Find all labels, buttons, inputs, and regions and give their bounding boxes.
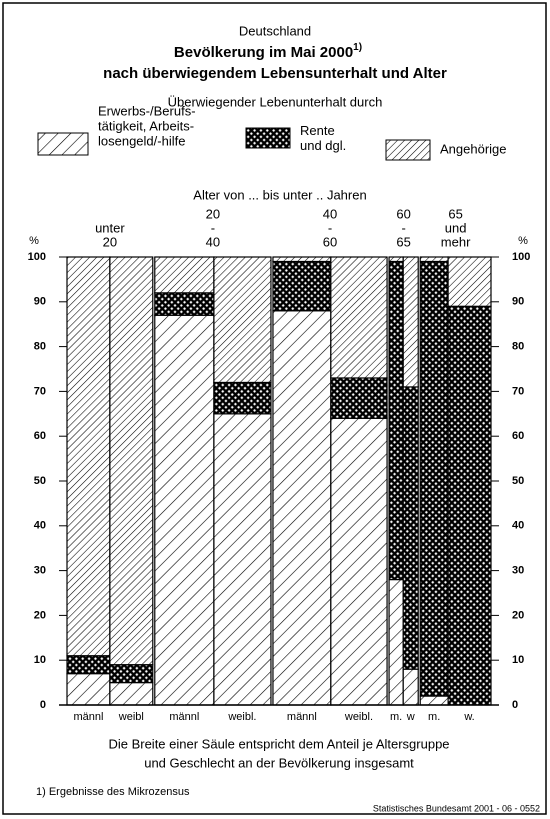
y-tick-label: 80 [34, 341, 46, 353]
y-tick-label: 20 [512, 609, 524, 621]
y-tick-label: 100 [512, 251, 530, 263]
bar-segment [154, 314, 215, 706]
legend-swatch [385, 139, 431, 161]
legend-label: und dgl. [300, 138, 346, 153]
group-label: und [445, 220, 467, 235]
group-label: 65 [448, 206, 462, 221]
y-axis-label: % [29, 235, 39, 247]
y-tick-label: 60 [512, 430, 524, 442]
bar-segment [66, 673, 111, 706]
group-label: - [328, 220, 332, 235]
note: Die Breite einer Säule entspricht dem An… [108, 736, 449, 751]
bar-segment [447, 305, 492, 706]
source: Statistisches Bundesamt 2001 - 06 - 0552 [373, 803, 540, 813]
bar-segment [330, 256, 388, 379]
bar-segment [213, 256, 272, 384]
y-tick-label: 20 [34, 609, 46, 621]
legend-label: Rente [300, 123, 335, 138]
bar-segment [66, 256, 111, 657]
title-note: 1) [353, 42, 362, 53]
bar-segment [154, 292, 215, 316]
group-label: 20 [103, 234, 117, 249]
bar-segment [272, 260, 332, 312]
group-label: - [401, 220, 405, 235]
y-tick-label: 50 [512, 475, 524, 487]
group-label: 20 [206, 206, 220, 221]
bar-segment [109, 256, 154, 666]
x-tick-label: männl [73, 711, 103, 723]
y-tick-label: 30 [512, 565, 524, 577]
y-tick-label: 70 [512, 385, 524, 397]
title-line: nach überwiegendem Lebensunterhalt und A… [103, 65, 447, 82]
x-tick-label: m. [428, 711, 440, 723]
group-label: - [211, 220, 215, 235]
bar-segment [330, 417, 388, 706]
y-tick-label: 10 [34, 654, 46, 666]
bar-segment [213, 381, 272, 415]
y-tick-label: 10 [512, 654, 524, 666]
y-tick-label: 40 [512, 520, 524, 532]
bar-segment [402, 256, 419, 388]
note: und Geschlecht an der Bevölkerung insges… [144, 755, 414, 770]
group-label: 65 [396, 234, 410, 249]
group-label: unter [95, 220, 125, 235]
x-tick-label: männl [287, 711, 317, 723]
legend-label: losengeld/-hilfe [98, 133, 185, 148]
bar-segment [388, 578, 404, 706]
footnote: 1) Ergebnisse des Mikrozensus [36, 786, 190, 798]
y-tick-label: 40 [34, 520, 46, 532]
bar-segment [272, 310, 332, 706]
legend-swatch [245, 127, 291, 149]
y-tick-label: 70 [34, 385, 46, 397]
bar-segment [447, 256, 492, 307]
y-tick-label: 80 [512, 341, 524, 353]
title-text: Bevölkerung im Mai 2000 [174, 44, 353, 61]
x-tick-label: weibl. [344, 711, 373, 723]
x-tick-label: m. [390, 711, 402, 723]
bar-segment [109, 664, 154, 684]
bar-segment [109, 681, 154, 706]
y-tick-label: 30 [34, 565, 46, 577]
bar-segment [272, 256, 332, 263]
group-label: 40 [323, 206, 337, 221]
legend-label: Angehörige [440, 141, 507, 156]
bar-segment [388, 260, 404, 581]
group-label: 60 [323, 234, 337, 249]
y-tick-label: 50 [34, 475, 46, 487]
group-label: 60 [396, 206, 410, 221]
x-tick-label: w. [463, 711, 474, 723]
legend-label: Erwerbs-/Berufs- [98, 103, 196, 118]
legend-title: Überwiegender Lebenunterhalt durch [168, 94, 383, 109]
bar-segment [213, 413, 272, 706]
bar-segment [154, 256, 215, 294]
title-line: Bevölkerung im Mai 20001) [174, 42, 362, 61]
bar-segment [330, 377, 388, 419]
x-axis-label: Alter von ... bis unter .. Jahren [193, 187, 366, 202]
title-line: Deutschland [239, 23, 311, 38]
y-tick-label: 0 [40, 699, 46, 711]
y-axis-label: % [518, 235, 528, 247]
bar-segment [66, 655, 111, 675]
legend-label: tätigkeit, Arbeits- [98, 118, 194, 133]
legend-swatch [37, 132, 89, 156]
y-tick-label: 100 [28, 251, 46, 263]
y-tick-label: 90 [512, 296, 524, 308]
bar-segment [419, 695, 449, 706]
y-tick-label: 90 [34, 296, 46, 308]
x-tick-label: weibl [118, 711, 144, 723]
y-tick-label: 0 [512, 699, 518, 711]
x-tick-label: weibl. [227, 711, 256, 723]
bar-segment [402, 386, 419, 670]
x-tick-label: männl [169, 711, 199, 723]
group-label: 40 [206, 234, 220, 249]
bar-segment [402, 668, 419, 706]
x-tick-label: w [406, 711, 415, 723]
bar-segment [388, 256, 404, 263]
bar-segment [419, 256, 449, 263]
bar-segment [419, 260, 449, 697]
group-label: mehr [441, 234, 471, 249]
y-tick-label: 60 [34, 430, 46, 442]
